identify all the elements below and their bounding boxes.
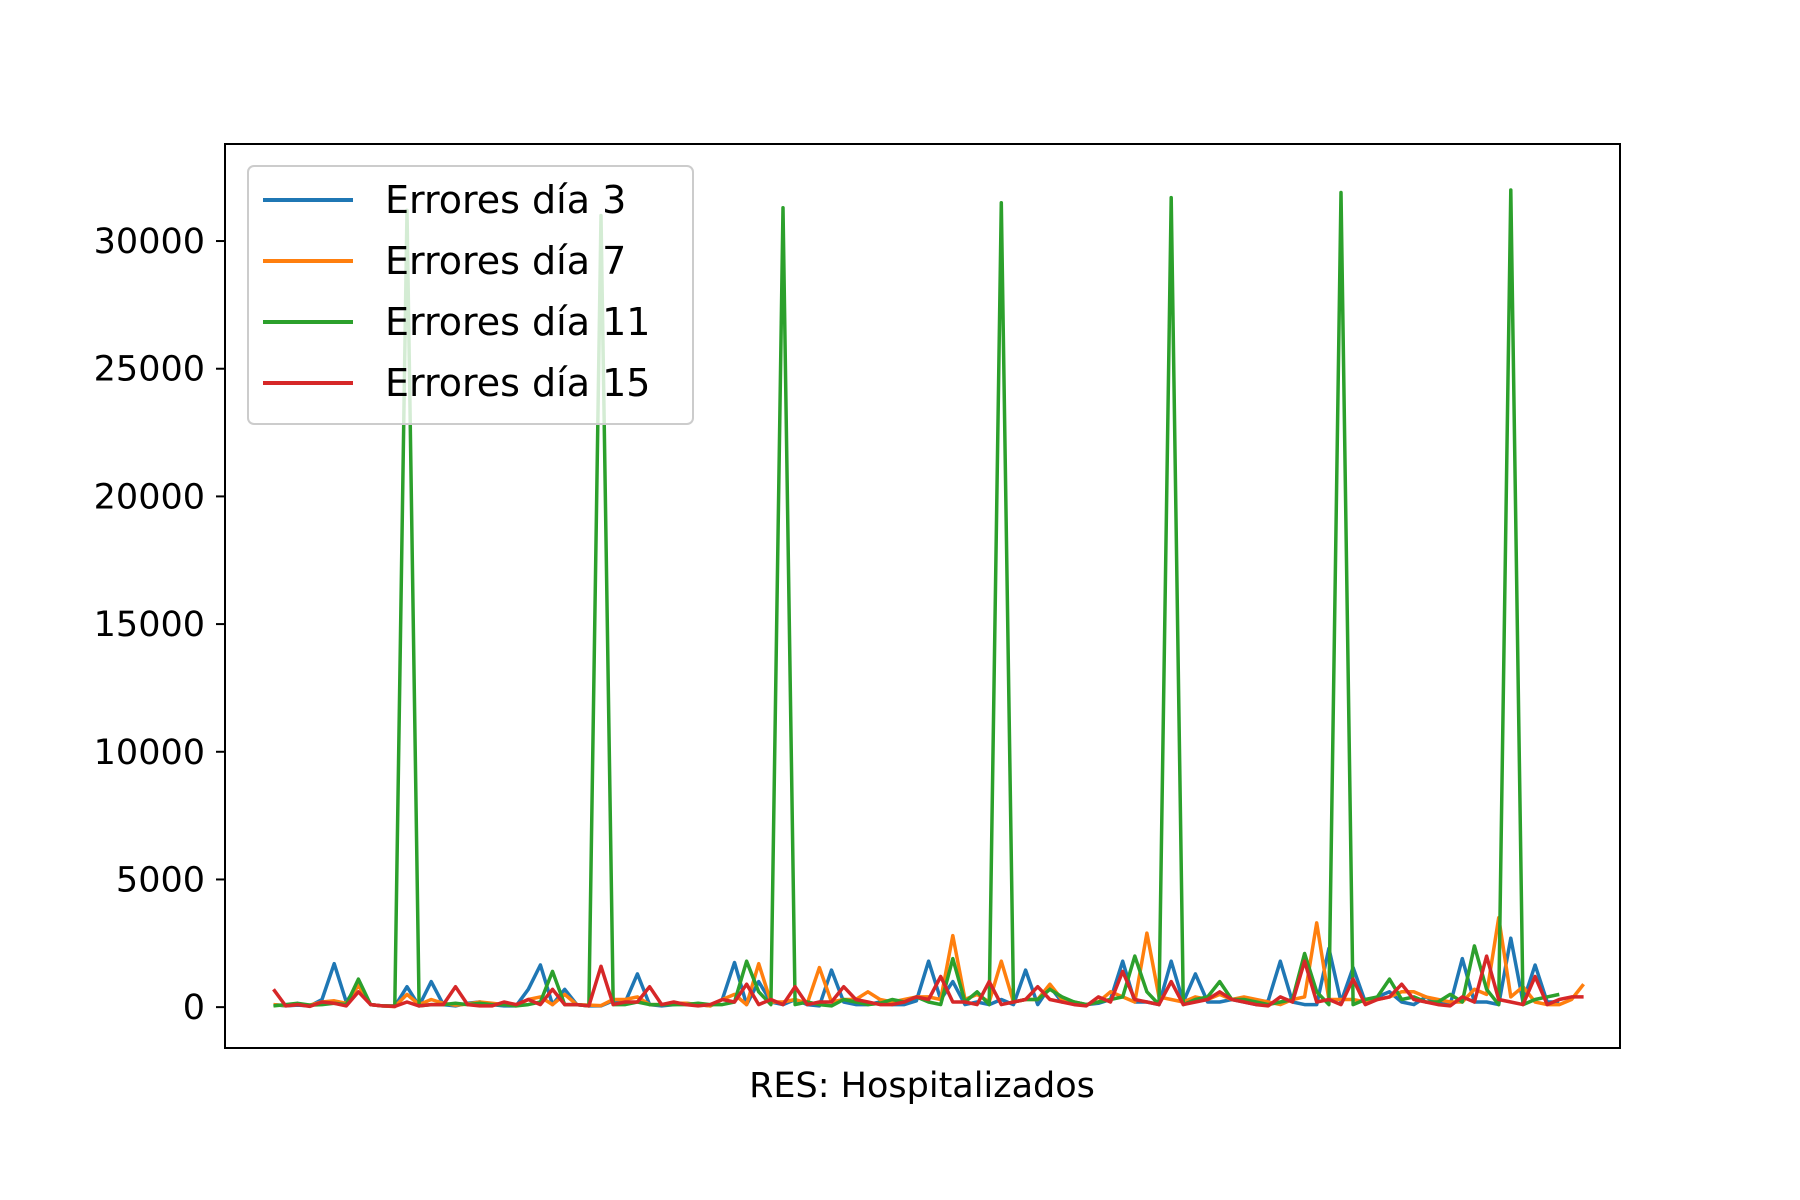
x-axis-label: RES: Hospitalizados: [749, 1066, 1095, 1106]
legend-label: Errores día 15: [385, 361, 650, 405]
series-line-4: [272, 954, 1584, 1009]
plot-frame: [224, 143, 1621, 1049]
legend-label: Errores día 7: [385, 239, 626, 283]
y-tick-label: 20000: [94, 477, 205, 517]
y-axis: 0 5000 10000 15000 20000 25000 30000: [94, 222, 225, 1028]
y-tick-label: 5000: [116, 860, 205, 900]
legend-label: Errores día 11: [385, 300, 650, 344]
y-tick-label: 25000: [94, 350, 205, 390]
series-layer: [272, 188, 1585, 1009]
y-tick-label: 0: [183, 988, 205, 1028]
legend-box: [247, 165, 694, 425]
y-tick-label: 15000: [94, 605, 205, 645]
y-tick-label: 30000: [94, 222, 205, 262]
y-tick-label: 10000: [94, 733, 205, 773]
legend-label: Errores día 3: [385, 178, 626, 222]
legend: Errores día 3 Errores día 7 Errores día 11…: [247, 165, 694, 425]
